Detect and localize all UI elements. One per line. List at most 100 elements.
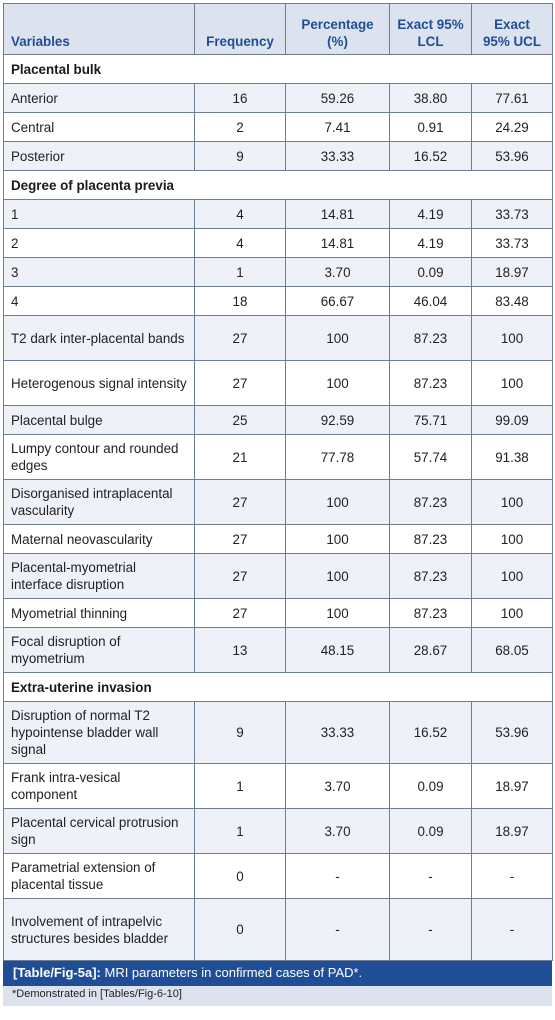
frequency-cell: 1 (194, 763, 286, 809)
table-row: Myometrial thinning 27 100 87.23 100 (3, 598, 553, 628)
ucl-cell: 100 (471, 315, 553, 361)
frequency-cell: 1 (194, 808, 286, 854)
section-label: Degree of placenta previa (3, 170, 553, 200)
ucl-cell: 100 (471, 553, 553, 599)
ucl-cell: 53.96 (471, 701, 553, 764)
ucl-cell: 24.29 (471, 112, 553, 142)
variable-cell: 1 (3, 199, 195, 229)
table-row: 1 4 14.81 4.19 33.73 (3, 199, 553, 229)
lcl-cell: 16.52 (389, 701, 472, 764)
ucl-cell: 18.97 (471, 808, 553, 854)
ucl-cell: 99.09 (471, 405, 553, 435)
percentage-cell: 7.41 (285, 112, 390, 142)
percentage-cell: 100 (285, 315, 390, 361)
variable-cell: Anterior (3, 83, 195, 113)
frequency-cell: 2 (194, 112, 286, 142)
ucl-cell: 53.96 (471, 141, 553, 171)
variable-cell: 4 (3, 286, 195, 316)
table-row: T2 dark inter-placental bands 27 100 87.23 1… (3, 315, 553, 361)
frequency-cell: 27 (194, 598, 286, 628)
ucl-cell: 18.97 (471, 257, 553, 287)
table-row: Central 2 7.41 0.91 24.29 (3, 112, 553, 142)
table-row: 3 1 3.70 0.09 18.97 (3, 257, 553, 287)
percentage-cell: 3.70 (285, 808, 390, 854)
header-lcl: Exact 95% LCL (389, 3, 472, 55)
table-row: Disruption of normal T2 hypointense blad… (3, 701, 553, 764)
frequency-cell: 0 (194, 853, 286, 899)
percentage-cell: 100 (285, 360, 390, 406)
section-label: Extra-uterine invasion (3, 672, 553, 702)
percentage-cell: 77.78 (285, 434, 390, 480)
frequency-cell: 18 (194, 286, 286, 316)
mri-parameters-table: Variables Frequency Percentage (%) Exact… (3, 3, 553, 961)
variable-cell: Disorganised intraplacental vascularity (3, 479, 195, 525)
ucl-cell: 91.38 (471, 434, 553, 480)
section-header-row: Extra-uterine invasion (3, 672, 553, 702)
lcl-cell: 57.74 (389, 434, 472, 480)
variable-cell: Disruption of normal T2 hypointense blad… (3, 701, 195, 764)
variable-cell: Placental bulge (3, 405, 195, 435)
section-header-row: Degree of placenta previa (3, 170, 553, 200)
percentage-cell: 59.26 (285, 83, 390, 113)
percentage-cell: - (285, 853, 390, 899)
table-row: Maternal neovascularity 27 100 87.23 100 (3, 524, 553, 554)
frequency-cell: 27 (194, 553, 286, 599)
percentage-cell: 100 (285, 598, 390, 628)
ucl-cell: 100 (471, 479, 553, 525)
table-row: Lumpy contour and rounded edges 21 77.78 57… (3, 434, 553, 480)
variable-cell: Heterogenous signal intensity (3, 360, 195, 406)
lcl-cell: 0.09 (389, 808, 472, 854)
variable-cell: 2 (3, 228, 195, 258)
table-body: Placental bulk Anterior 16 59.26 38.80 77.61 C… (3, 54, 553, 961)
table-row: Heterogenous signal intensity 27 100 87.23 1… (3, 360, 553, 406)
lcl-cell: 38.80 (389, 83, 472, 113)
lcl-cell: 0.09 (389, 763, 472, 809)
section-label: Placental bulk (3, 54, 553, 84)
variable-cell: Frank intra-vesical component (3, 763, 195, 809)
percentage-cell: 14.81 (285, 228, 390, 258)
frequency-cell: 1 (194, 257, 286, 287)
frequency-cell: 21 (194, 434, 286, 480)
table-row: 4 18 66.67 46.04 83.48 (3, 286, 553, 316)
lcl-cell: 4.19 (389, 199, 472, 229)
lcl-cell: 87.23 (389, 479, 472, 525)
header-frequency: Frequency (194, 3, 286, 55)
header-variables: Variables (3, 3, 195, 55)
table-row: Parametrial extension of placental tissu… (3, 853, 553, 899)
table-row: Disorganised intraplacental vascularity 2… (3, 479, 553, 525)
ucl-cell: 100 (471, 598, 553, 628)
section-header-row: Placental bulk (3, 54, 553, 84)
lcl-cell: - (389, 853, 472, 899)
lcl-cell: 0.09 (389, 257, 472, 287)
frequency-cell: 4 (194, 199, 286, 229)
lcl-cell: 46.04 (389, 286, 472, 316)
header-percentage: Percentage (%) (285, 3, 390, 55)
frequency-cell: 4 (194, 228, 286, 258)
variable-cell: Focal disruption of myometrium (3, 627, 195, 673)
lcl-cell: 87.23 (389, 360, 472, 406)
lcl-cell: 16.52 (389, 141, 472, 171)
header-ucl: Exact 95% UCL (471, 3, 553, 55)
ucl-cell: 68.05 (471, 627, 553, 673)
percentage-cell: 14.81 (285, 199, 390, 229)
table-row: Placental bulge 25 92.59 75.71 99.09 (3, 405, 553, 435)
percentage-cell: 3.70 (285, 257, 390, 287)
percentage-cell: 100 (285, 479, 390, 525)
ucl-cell: 33.73 (471, 228, 553, 258)
frequency-cell: 25 (194, 405, 286, 435)
variable-cell: Central (3, 112, 195, 142)
lcl-cell: 4.19 (389, 228, 472, 258)
variable-cell: Placental-myometrial interface disruptio… (3, 553, 195, 599)
percentage-cell: - (285, 898, 390, 961)
frequency-cell: 9 (194, 701, 286, 764)
variable-cell: Placental cervical protrusion sign (3, 808, 195, 854)
lcl-cell: 87.23 (389, 553, 472, 599)
ucl-cell: - (471, 898, 553, 961)
frequency-cell: 27 (194, 479, 286, 525)
lcl-cell: 87.23 (389, 598, 472, 628)
percentage-cell: 33.33 (285, 701, 390, 764)
table-row: Anterior 16 59.26 38.80 77.61 (3, 83, 553, 113)
caption-ref: [Table/Fig-5a]: (13, 965, 101, 980)
caption-footnote: *Demonstrated in [Tables/Fig-6-10] (3, 986, 552, 1006)
table-row: Focal disruption of myometrium 13 48.15 28.… (3, 627, 553, 673)
